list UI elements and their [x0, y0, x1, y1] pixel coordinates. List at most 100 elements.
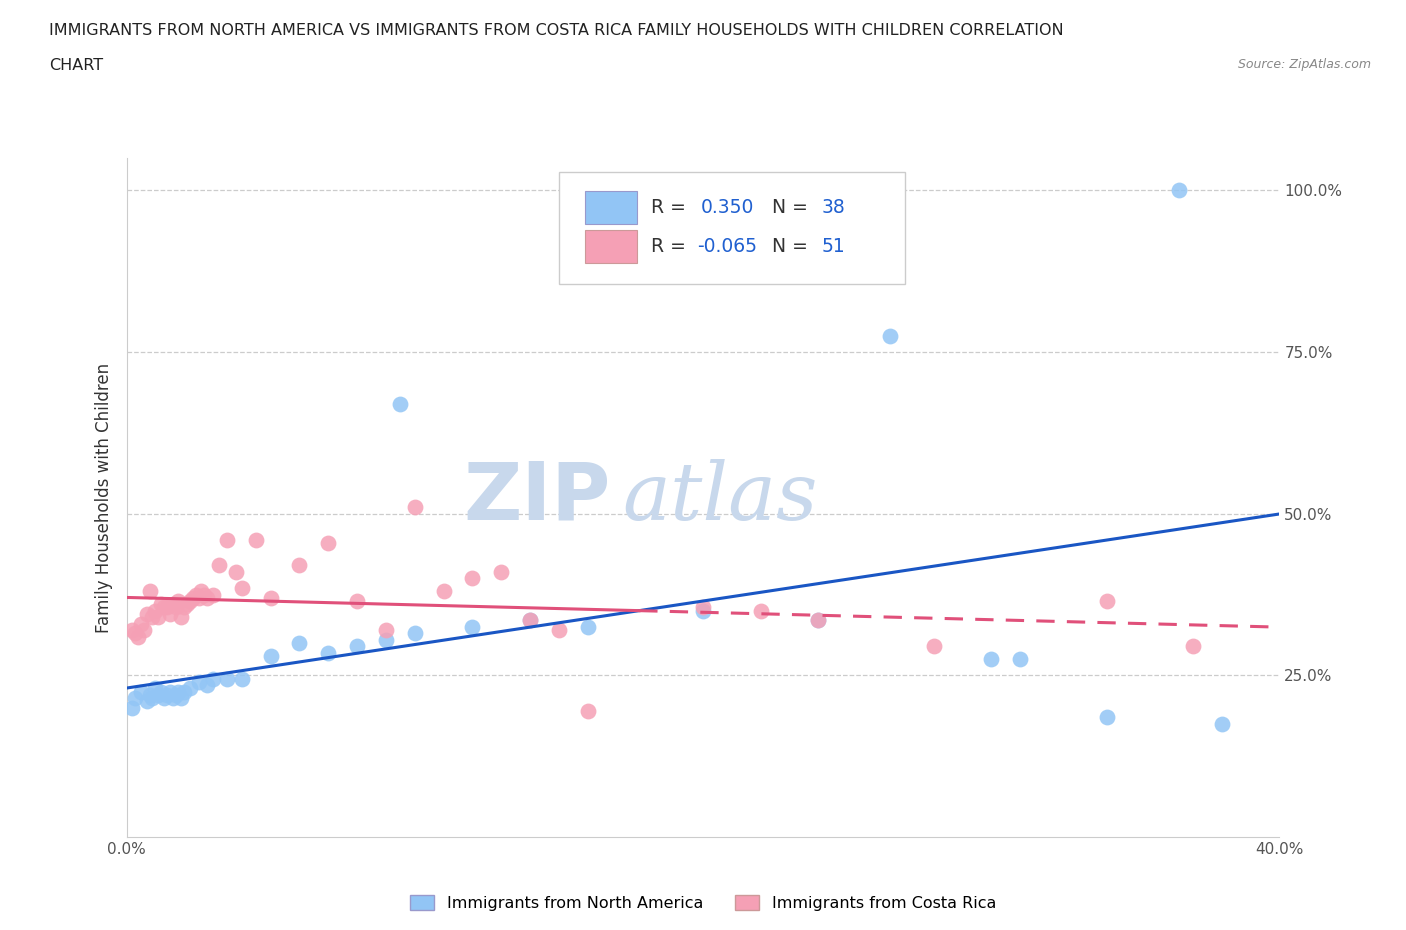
Point	[121, 700, 143, 715]
Point	[184, 587, 207, 602]
Text: 38: 38	[821, 198, 845, 218]
Point	[135, 694, 157, 709]
Text: 51: 51	[821, 237, 845, 256]
Point	[749, 604, 772, 618]
Point	[461, 619, 484, 634]
Point	[1095, 710, 1118, 724]
Point	[217, 671, 239, 686]
Text: atlas: atlas	[623, 458, 818, 537]
Point	[167, 593, 190, 608]
Point	[132, 623, 155, 638]
Point	[159, 606, 181, 621]
Point	[195, 678, 218, 693]
Point	[153, 691, 176, 706]
Point	[807, 613, 830, 628]
Point	[208, 558, 231, 573]
Point	[156, 600, 179, 615]
Point	[519, 613, 541, 628]
Text: ZIP: ZIP	[464, 458, 610, 537]
Point	[156, 687, 179, 702]
Point	[231, 580, 253, 595]
Point	[202, 671, 225, 686]
Point	[980, 652, 1002, 667]
Point	[195, 591, 218, 605]
Point	[173, 600, 195, 615]
Point	[190, 584, 212, 599]
Point	[150, 684, 173, 699]
Point	[124, 626, 146, 641]
FancyBboxPatch shape	[558, 172, 905, 284]
Point	[461, 571, 484, 586]
Point	[692, 600, 714, 615]
Text: IMMIGRANTS FROM NORTH AMERICA VS IMMIGRANTS FROM COSTA RICA FAMILY HOUSEHOLDS WI: IMMIGRANTS FROM NORTH AMERICA VS IMMIGRA…	[49, 23, 1064, 38]
Point	[170, 610, 193, 625]
Point	[181, 591, 204, 605]
Bar	[585, 192, 637, 224]
Y-axis label: Family Households with Children: Family Households with Children	[94, 363, 112, 632]
Point	[692, 604, 714, 618]
Point	[173, 684, 195, 699]
Text: R =: R =	[651, 237, 692, 256]
Bar	[585, 230, 637, 262]
Point	[374, 623, 398, 638]
Point	[150, 597, 173, 612]
Point	[374, 632, 398, 647]
Text: R =: R =	[651, 198, 692, 218]
Point	[1008, 652, 1031, 667]
Point	[879, 328, 901, 343]
Point	[129, 617, 152, 631]
Point	[159, 684, 181, 699]
Point	[1167, 183, 1189, 198]
Point	[404, 626, 426, 641]
Point	[548, 623, 571, 638]
Point	[138, 687, 160, 702]
Point	[576, 703, 599, 718]
Point	[141, 691, 163, 706]
Point	[807, 613, 830, 628]
Text: N =: N =	[772, 237, 814, 256]
Point	[135, 606, 157, 621]
Point	[404, 499, 426, 514]
Point	[187, 674, 209, 689]
Point	[121, 623, 143, 638]
Point	[167, 684, 190, 699]
Point	[141, 610, 163, 625]
Point	[1181, 639, 1204, 654]
Point	[153, 600, 176, 615]
Point	[138, 584, 160, 599]
Point	[346, 593, 368, 608]
Point	[170, 691, 193, 706]
Point	[1095, 593, 1118, 608]
Text: N =: N =	[772, 198, 814, 218]
Point	[231, 671, 253, 686]
Point	[127, 629, 149, 644]
Point	[225, 565, 247, 579]
Legend: Immigrants from North America, Immigrants from Costa Rica: Immigrants from North America, Immigrant…	[404, 888, 1002, 917]
Point	[179, 681, 201, 696]
Text: 0.350: 0.350	[700, 198, 754, 218]
Point	[165, 600, 187, 615]
Point	[145, 681, 166, 696]
Text: Source: ZipAtlas.com: Source: ZipAtlas.com	[1237, 58, 1371, 71]
Point	[288, 558, 311, 573]
Point	[389, 396, 412, 411]
Point	[922, 639, 945, 654]
Point	[165, 687, 187, 702]
Point	[129, 684, 152, 699]
Point	[259, 591, 281, 605]
Point	[176, 597, 198, 612]
Point	[245, 532, 267, 547]
Point	[1211, 716, 1233, 731]
Point	[148, 610, 170, 625]
Point	[148, 687, 170, 702]
Point	[288, 635, 311, 650]
Point	[193, 587, 215, 602]
Point	[433, 584, 456, 599]
Point	[179, 593, 201, 608]
Point	[346, 639, 368, 654]
Point	[576, 619, 599, 634]
Point	[124, 691, 146, 706]
Point	[217, 532, 239, 547]
Text: -0.065: -0.065	[697, 237, 758, 256]
Point	[162, 691, 184, 706]
